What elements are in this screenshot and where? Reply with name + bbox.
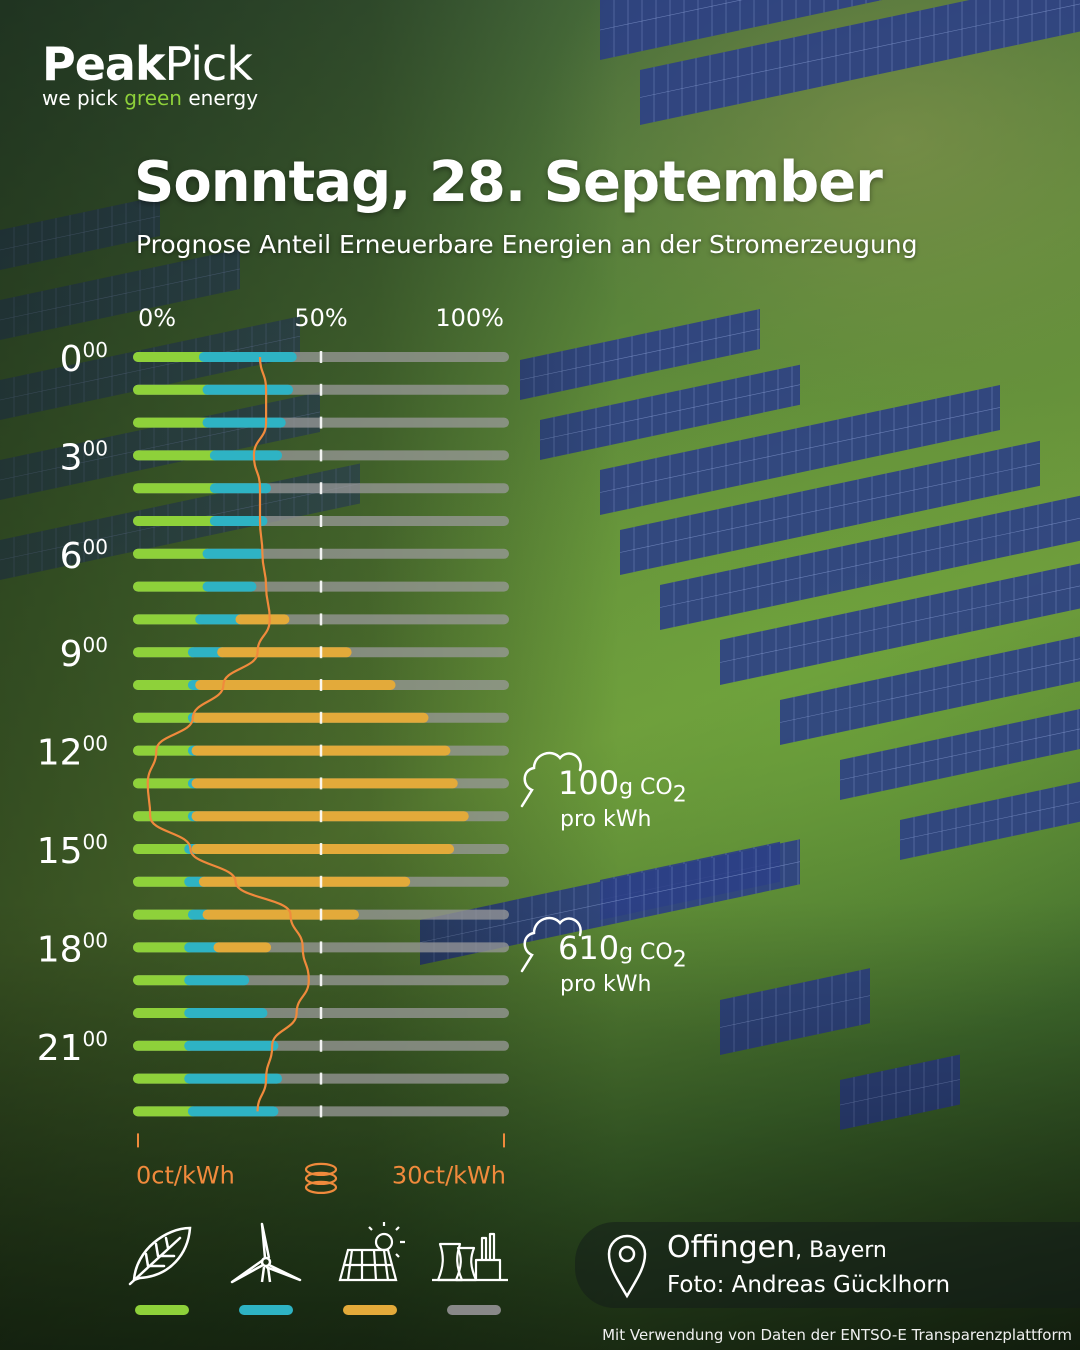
hour-bar-row xyxy=(133,1072,509,1085)
renewables-forecast-chart: 0% 50% 100% 000 300 600 900 1200 1500 1800 2100 0ct… xyxy=(37,304,509,1195)
solar-panel-row xyxy=(600,384,1000,515)
hour-bar-row xyxy=(133,482,509,495)
wind-turbine-icon xyxy=(230,1222,302,1284)
solar-panel-row xyxy=(720,968,870,1055)
solar-panel-row xyxy=(720,563,1080,685)
top-axis-tick: 0% xyxy=(138,304,176,332)
hour-bar-row xyxy=(133,580,509,593)
hour-bar-row xyxy=(133,908,509,921)
hour-bar-row xyxy=(133,744,509,757)
price-line xyxy=(146,356,310,1112)
top-axis-tick: 100% xyxy=(435,304,504,332)
hour-bar-row xyxy=(133,711,509,724)
hour-bar-row xyxy=(133,810,509,823)
solar-panel-row xyxy=(840,1054,960,1130)
hour-label: 000 xyxy=(60,338,108,380)
hour-bar-row xyxy=(133,449,509,462)
hour-label: 900 xyxy=(60,633,108,675)
location-name: Offingen, Bayern xyxy=(667,1230,887,1265)
brand-name: PeakPick xyxy=(42,37,253,91)
hour-label: 1800 xyxy=(37,928,108,970)
data-source-note: Mit Verwendung von Daten der ENTSO-E Tra… xyxy=(602,1326,1072,1344)
brand-logo: PeakPick we pick green energy xyxy=(42,38,258,110)
solar-panel-row xyxy=(640,0,1080,125)
co2-unit: g CO xyxy=(619,940,673,965)
co2-subscript: 2 xyxy=(672,947,687,973)
hour-bar-row xyxy=(133,383,509,396)
solar-panel-row xyxy=(600,0,1080,60)
hour-bar-row xyxy=(133,679,509,691)
solar-panel-row xyxy=(900,781,1080,860)
hour-bar-row xyxy=(133,1007,509,1019)
top-axis-tick: 50% xyxy=(294,304,347,332)
hour-bar-row xyxy=(133,515,509,527)
solar-panel-row xyxy=(660,495,1080,630)
cloud-icon xyxy=(520,916,582,973)
hour-bar-row xyxy=(133,351,509,363)
location-pin-icon xyxy=(607,1234,647,1299)
co2-subscript: 2 xyxy=(672,782,687,808)
price-axis-label: 0ct/kWh xyxy=(136,1161,235,1189)
energy-source-legend xyxy=(128,1222,508,1315)
cloud-icon xyxy=(520,751,582,808)
hour-label: 600 xyxy=(60,535,108,577)
hour-bar-row xyxy=(133,1039,509,1052)
hour-bar-row xyxy=(133,613,509,626)
price-axis-label: 30ct/kWh xyxy=(392,1161,506,1189)
co2-per-kwh: pro kWh xyxy=(560,972,652,998)
left-shade xyxy=(0,0,620,1350)
brand-tagline: we pick green energy xyxy=(42,86,259,110)
leaf-icon xyxy=(128,1226,192,1286)
coins-icon xyxy=(304,1162,338,1195)
solar-panel-row xyxy=(620,440,1040,575)
hour-bar-row xyxy=(133,547,509,560)
photo-credit: Foto: Andreas Gücklhorn xyxy=(667,1272,951,1298)
co2-unit: g CO xyxy=(619,775,673,800)
hour-label: 1200 xyxy=(37,732,108,774)
hour-bar-row xyxy=(133,777,509,790)
power-plant-icon xyxy=(432,1232,508,1282)
co2-value: 100 xyxy=(558,764,620,802)
page-subtitle: Prognose Anteil Erneuerbare Energien an … xyxy=(136,230,918,259)
hour-bar-row xyxy=(133,974,509,987)
hour-bar-row xyxy=(133,646,509,659)
page-title: Sonntag, 28. September xyxy=(134,150,883,215)
solar-panel-icon xyxy=(338,1222,405,1282)
hour-bar-row xyxy=(133,941,509,954)
hour-bar-row xyxy=(133,875,509,888)
photo-location-box: Offingen, Bayern Foto: Andreas Gücklhorn xyxy=(575,1222,1080,1308)
hour-bar-row xyxy=(133,843,509,855)
co2-per-kwh: pro kWh xyxy=(560,807,652,833)
hour-label: 300 xyxy=(60,436,108,478)
co2-value: 610 xyxy=(558,929,620,967)
hour-bar-row xyxy=(133,1105,509,1118)
hour-label: 1500 xyxy=(37,830,108,872)
solar-panel-row xyxy=(780,636,1080,745)
hour-label: 2100 xyxy=(37,1027,108,1069)
hour-bar-row xyxy=(133,416,509,429)
solar-panel-row xyxy=(840,708,1080,800)
